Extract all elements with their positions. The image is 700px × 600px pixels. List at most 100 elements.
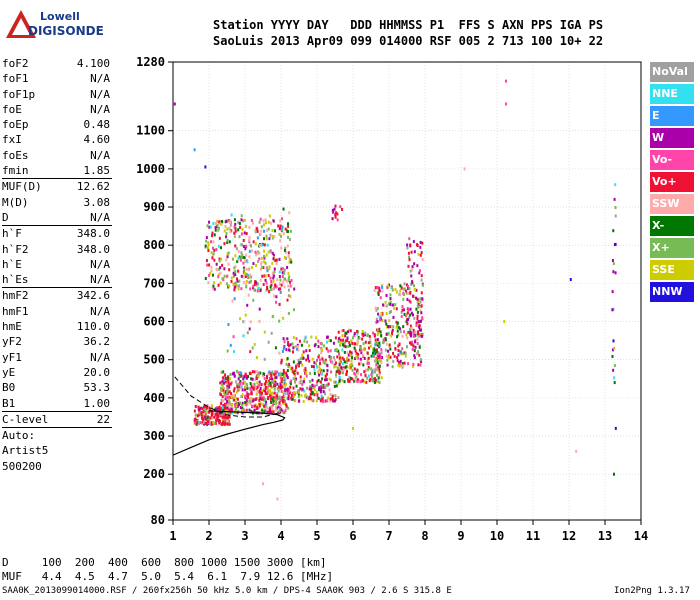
data-point — [272, 274, 275, 278]
data-point — [265, 237, 268, 241]
data-point — [353, 332, 356, 336]
data-point — [341, 378, 344, 382]
data-point — [348, 341, 351, 345]
data-point — [268, 265, 271, 269]
data-point — [344, 365, 347, 369]
data-point — [380, 351, 383, 355]
data-point — [278, 270, 281, 274]
data-point — [303, 389, 306, 393]
data-point — [262, 219, 265, 223]
data-point — [210, 421, 213, 425]
data-point — [419, 253, 422, 257]
data-point — [204, 404, 207, 408]
data-point — [284, 227, 287, 231]
data-point — [405, 291, 408, 295]
data-point — [223, 229, 226, 233]
digisonde-logo — [4, 8, 84, 42]
data-point — [223, 267, 226, 271]
data-point — [269, 384, 272, 388]
data-point — [384, 300, 387, 304]
data-point — [228, 240, 231, 244]
data-point — [244, 388, 247, 392]
data-point — [203, 417, 206, 421]
data-point — [418, 353, 421, 357]
data-point — [416, 317, 419, 321]
y-tick-label: 800 — [143, 238, 165, 252]
data-point — [225, 377, 228, 381]
data-point — [238, 235, 241, 239]
data-point — [293, 394, 296, 398]
data-point — [224, 390, 227, 394]
data-point — [261, 274, 264, 278]
param-name: hmF1 — [2, 304, 29, 318]
data-point — [242, 334, 245, 338]
data-point — [372, 379, 375, 383]
data-point — [212, 252, 215, 256]
data-point — [276, 278, 279, 282]
data-point — [353, 333, 356, 337]
data-point — [378, 364, 381, 368]
data-point — [282, 397, 285, 401]
data-point — [279, 239, 282, 243]
data-point — [331, 208, 334, 212]
param-row: foEp 0.48 — [2, 117, 112, 132]
data-point — [287, 222, 290, 226]
data-point — [269, 372, 272, 376]
data-point — [385, 312, 388, 316]
data-point — [408, 287, 411, 291]
data-point — [219, 281, 222, 285]
data-point — [289, 349, 292, 353]
data-point — [348, 365, 351, 369]
data-point — [213, 258, 216, 262]
data-point — [401, 347, 404, 351]
data-point — [288, 211, 291, 215]
data-point — [245, 382, 248, 386]
data-point — [421, 297, 424, 301]
data-point — [611, 348, 614, 352]
data-point — [283, 277, 286, 281]
param-separator — [2, 410, 112, 412]
y-tick-label: 600 — [143, 315, 165, 329]
data-point — [346, 351, 349, 355]
data-point — [273, 270, 276, 274]
data-point — [249, 279, 252, 283]
data-point — [236, 279, 239, 283]
data-point — [317, 370, 320, 374]
data-point — [614, 205, 617, 209]
data-point — [245, 403, 248, 407]
data-point — [337, 382, 340, 386]
data-point — [217, 275, 220, 279]
data-point — [214, 226, 217, 230]
data-point — [402, 364, 405, 368]
data-point — [271, 403, 274, 407]
data-point — [414, 345, 417, 349]
data-point — [252, 262, 255, 266]
data-point — [347, 378, 350, 382]
data-point — [408, 328, 411, 332]
data-point — [331, 217, 334, 221]
data-point — [306, 395, 309, 399]
data-point — [234, 403, 237, 407]
data-point — [409, 269, 412, 273]
param-value: N/A — [90, 273, 110, 287]
data-point — [287, 341, 290, 345]
data-point — [213, 248, 216, 252]
data-point — [611, 308, 614, 312]
data-point — [288, 362, 291, 366]
data-point — [345, 339, 348, 343]
data-point — [412, 331, 415, 335]
data-point — [420, 311, 423, 315]
data-point — [263, 386, 266, 390]
data-point — [248, 255, 251, 259]
data-point — [417, 252, 420, 256]
param-name: fxI — [2, 133, 22, 147]
data-point — [401, 305, 404, 309]
data-point — [222, 388, 225, 392]
data-point — [412, 240, 415, 244]
data-point — [232, 274, 235, 278]
legend-entry: Vo+ — [650, 172, 694, 192]
data-point — [379, 352, 382, 356]
data-point — [286, 374, 289, 378]
data-point — [237, 403, 240, 407]
data-point — [284, 408, 287, 412]
